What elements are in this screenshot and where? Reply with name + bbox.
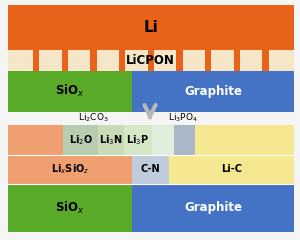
Text: Li$_3$P: Li$_3$P xyxy=(126,133,149,147)
Text: Li$_2$O: Li$_2$O xyxy=(68,133,93,147)
Bar xyxy=(8,71,132,112)
Text: Graphite: Graphite xyxy=(184,85,242,98)
Bar xyxy=(63,125,98,155)
Bar xyxy=(119,50,125,71)
Bar xyxy=(205,50,211,71)
Bar xyxy=(233,50,240,71)
Bar xyxy=(148,50,154,71)
Text: Li$_3$PO$_4$: Li$_3$PO$_4$ xyxy=(168,111,198,124)
Text: C-N: C-N xyxy=(141,164,161,174)
Bar xyxy=(8,184,132,232)
Text: SiO$_x$: SiO$_x$ xyxy=(55,83,85,99)
Bar xyxy=(174,125,195,155)
Bar xyxy=(152,125,174,155)
Bar xyxy=(33,50,39,71)
Bar xyxy=(8,125,63,155)
Bar xyxy=(8,5,294,50)
Bar xyxy=(132,155,170,184)
Bar xyxy=(8,50,294,71)
Bar xyxy=(98,125,124,155)
Text: SiO$_x$: SiO$_x$ xyxy=(55,199,85,216)
Bar xyxy=(132,71,294,112)
Bar xyxy=(132,184,294,232)
Bar xyxy=(262,50,268,71)
Bar xyxy=(8,155,132,184)
Text: Li-C: Li-C xyxy=(221,164,242,174)
Bar xyxy=(61,50,68,71)
Text: Li$_2$CO$_3$: Li$_2$CO$_3$ xyxy=(78,111,109,124)
Bar xyxy=(169,155,294,184)
Bar xyxy=(195,125,294,155)
Bar xyxy=(176,50,183,71)
Bar xyxy=(90,50,97,71)
Text: Li$_x$SiO$_z$: Li$_x$SiO$_z$ xyxy=(51,162,89,176)
Text: Graphite: Graphite xyxy=(184,201,242,214)
Text: LiCPON: LiCPON xyxy=(126,54,175,67)
Bar xyxy=(124,125,152,155)
Text: Li$_3$N: Li$_3$N xyxy=(99,133,122,147)
Text: Li: Li xyxy=(143,20,158,35)
